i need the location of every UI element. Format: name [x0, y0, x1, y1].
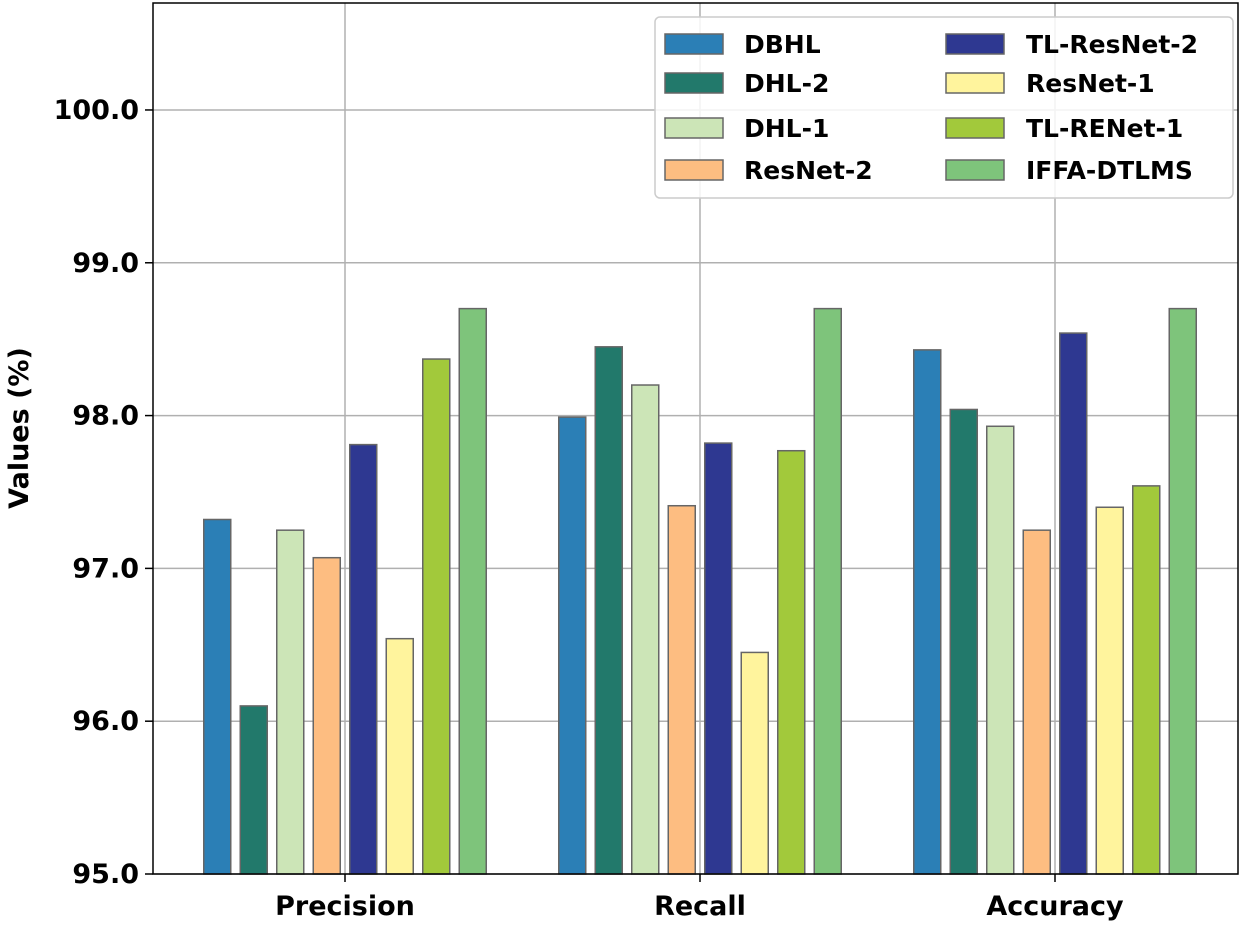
legend-swatch	[945, 72, 1005, 94]
bar	[594, 346, 623, 875]
legend-swatch	[664, 117, 724, 139]
bar	[631, 384, 660, 875]
legend: DBHL DHL-2 DHL-1 ResNet-2 TL-ResNet-2 ResNet-…	[654, 16, 1234, 199]
y-tick-label: 95.0	[72, 859, 139, 890]
bar	[558, 416, 587, 875]
legend-label: TL-RENet-1	[1026, 114, 1183, 143]
y-axis-label: Values (%)	[4, 347, 35, 509]
bar	[986, 425, 1015, 875]
bar	[813, 307, 842, 875]
x-tick-label: Precision	[275, 891, 415, 922]
bar	[1132, 485, 1161, 875]
bar	[777, 449, 806, 875]
bar	[1168, 307, 1197, 875]
legend-swatch	[945, 117, 1005, 139]
bar	[667, 504, 696, 875]
bar	[458, 307, 487, 875]
y-tick-label: 99.0	[72, 248, 139, 279]
bar	[203, 518, 232, 875]
legend-swatch	[664, 33, 724, 55]
bar	[740, 651, 769, 875]
bar	[312, 556, 341, 875]
y-tick-label: 100.0	[54, 95, 139, 126]
y-tick-label: 96.0	[72, 706, 139, 737]
axis-layer: 95.0 96.0 97.0 98.0 99.0 100.0 Precision Recall…	[54, 95, 1124, 922]
bar	[239, 705, 268, 875]
legend-label: DHL-1	[744, 114, 829, 143]
bar	[276, 529, 305, 875]
x-tick-label: Recall	[654, 891, 746, 922]
legend-swatch	[945, 159, 1005, 181]
legend-box	[654, 16, 1234, 199]
legend-label: TL-ResNet-2	[1026, 30, 1198, 59]
bar	[1059, 332, 1088, 875]
legend-label: ResNet-1	[1026, 69, 1155, 98]
bar	[349, 443, 378, 875]
legend-swatch	[945, 33, 1005, 55]
bar	[913, 349, 942, 875]
bar	[422, 358, 451, 875]
bar	[1022, 529, 1051, 875]
y-tick-label: 97.0	[72, 553, 139, 584]
legend-swatch	[664, 72, 724, 94]
x-tick-label: Accuracy	[986, 891, 1124, 922]
bar-layer	[203, 307, 1197, 875]
bar	[1095, 506, 1124, 875]
legend-label: DHL-2	[744, 69, 829, 98]
bar	[704, 442, 733, 875]
bar	[949, 408, 978, 875]
legend-label: DBHL	[744, 30, 821, 59]
legend-label: IFFA-DTLMS	[1026, 156, 1193, 185]
bar	[385, 637, 414, 875]
legend-swatch	[664, 159, 724, 181]
y-tick-label: 98.0	[72, 401, 139, 432]
legend-label: ResNet-2	[744, 156, 873, 185]
plot-frame	[152, 2, 1239, 875]
